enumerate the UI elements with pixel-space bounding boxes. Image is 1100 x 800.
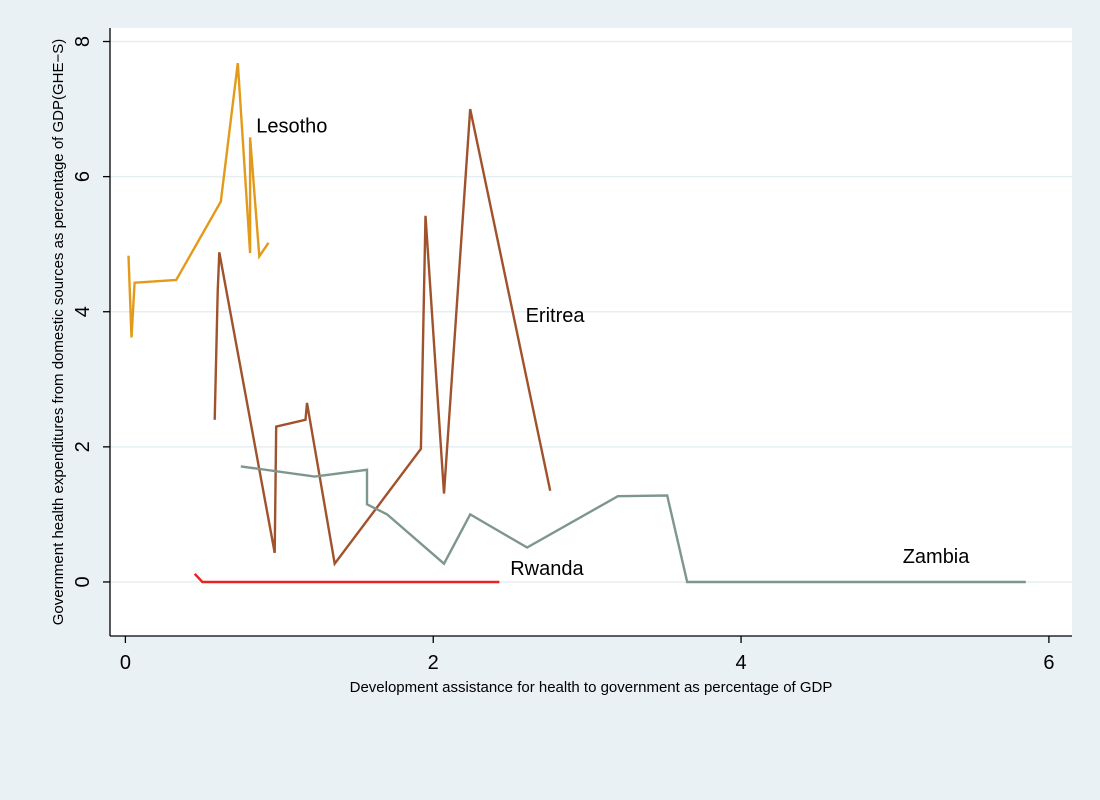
x-tick-label: 6	[1043, 652, 1054, 674]
y-tick-label: 8	[72, 36, 94, 47]
x-tick-label: 0	[120, 652, 131, 674]
series-line-rwanda	[193, 572, 500, 584]
x-tick-label: 2	[428, 652, 439, 674]
series-label-rwanda: Rwanda	[510, 558, 584, 580]
series-labels: Lesotho Eritrea Zambia Rwanda	[256, 116, 970, 580]
ticks: 0 2 4 6 8 0 2 4 6	[72, 36, 1054, 674]
series-line-zambia	[240, 465, 1026, 584]
series-line-lesotho	[127, 62, 270, 338]
y-tick-label: 4	[72, 306, 94, 317]
series	[127, 62, 1026, 584]
axes	[109, 28, 1072, 637]
series-label-eritrea: Eritrea	[526, 305, 586, 327]
y-tick-label: 2	[72, 441, 94, 452]
plot-area	[110, 28, 1072, 636]
series-line-eritrea	[213, 108, 552, 567]
y-axis-title: Government health expenditures from dome…	[50, 39, 67, 626]
x-axis-title: Development assistance for health to gov…	[350, 679, 833, 696]
x-tick-label: 4	[736, 652, 747, 674]
y-tick-label: 0	[72, 576, 94, 587]
series-label-lesotho: Lesotho	[256, 116, 327, 138]
series-label-zambia: Zambia	[903, 546, 971, 568]
y-tick-label: 6	[72, 171, 94, 182]
